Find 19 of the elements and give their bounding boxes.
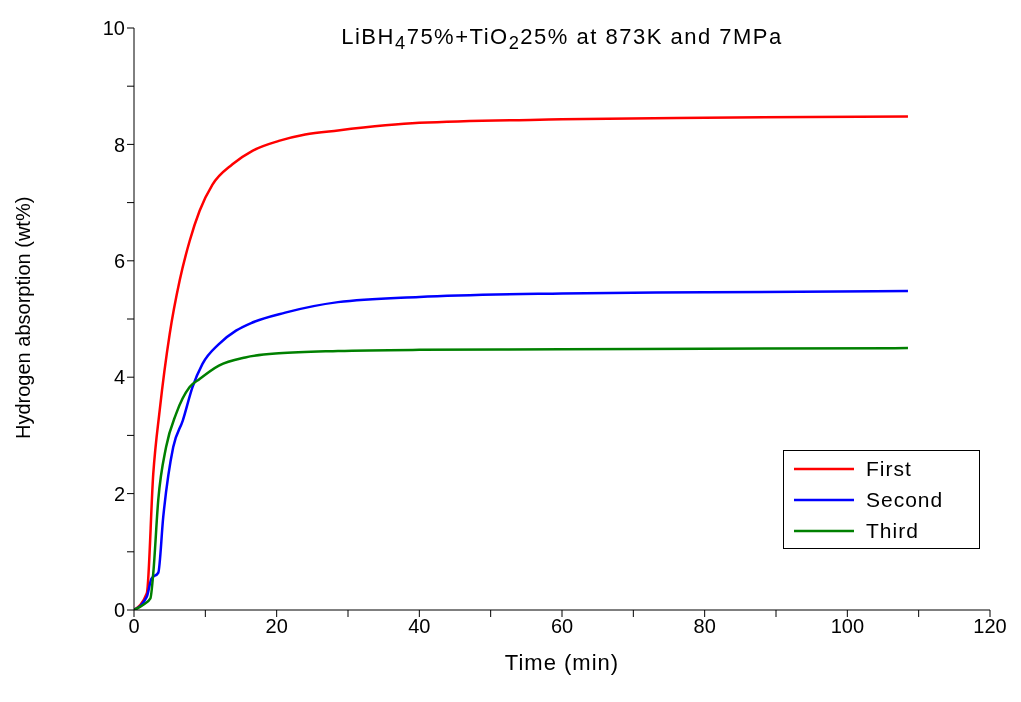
- x-tick-label: 60: [550, 615, 574, 638]
- y-tick-label: 8: [113, 133, 125, 156]
- legend-label: First: [866, 456, 912, 481]
- x-tick-label: 0: [128, 615, 140, 638]
- y-tick-label: 0: [113, 599, 125, 622]
- y-axis-title: Hydrogen absorption (wt%): [12, 196, 35, 439]
- y-tick-label: 4: [113, 366, 125, 389]
- x-tick-label: 80: [693, 615, 716, 638]
- y-tick-label: 2: [113, 482, 125, 505]
- legend-label: Second: [866, 487, 944, 512]
- x-axis-title: Time (min): [504, 650, 620, 675]
- y-tick-label: 10: [102, 17, 125, 40]
- x-tick-label: 100: [830, 615, 865, 638]
- x-tick-label: 40: [408, 615, 431, 638]
- y-tick-label: 6: [113, 249, 125, 272]
- chart-title: LiBH$_{4}$75%+TiO$_{2}$25% at 873K and 7MPa: [340, 24, 784, 55]
- x-tick-label: 20: [265, 615, 288, 638]
- x-tick-label: 120: [973, 615, 1007, 638]
- legend-label: Third: [866, 518, 919, 543]
